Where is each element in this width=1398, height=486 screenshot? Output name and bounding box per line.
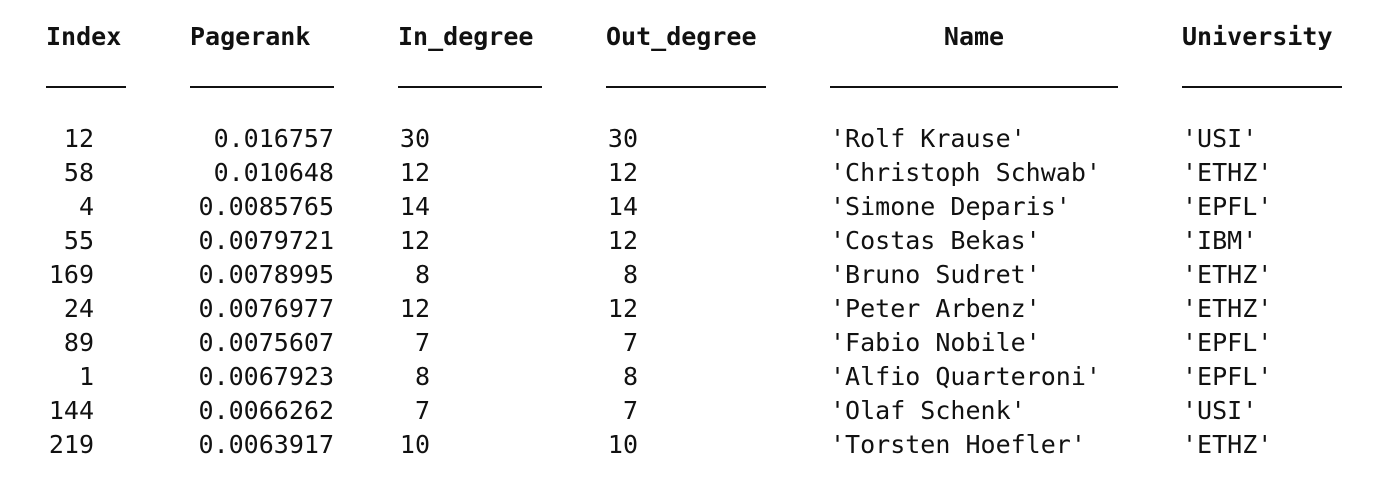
cell-index: 24: [63, 294, 94, 323]
cell-in-degree: 14: [399, 192, 430, 221]
cell-in-degree: 8: [414, 260, 430, 289]
cell-index: 144: [48, 396, 94, 425]
cell-in-degree: 7: [414, 328, 430, 357]
cell-university: 'EPFL': [1182, 192, 1273, 221]
cell-name: 'Peter Arbenz': [830, 294, 1041, 323]
cell-out-degree: 12: [607, 294, 638, 323]
cell-name: 'Rolf Krause': [830, 124, 1026, 153]
cell-out-degree: 12: [607, 158, 638, 187]
cell-name: 'Torsten Hoefler': [830, 430, 1086, 459]
cell-university: 'ETHZ': [1182, 158, 1273, 187]
cell-out-degree: 7: [622, 396, 638, 425]
cell-out-degree: 10: [607, 430, 638, 459]
cell-university: 'ETHZ': [1182, 430, 1273, 459]
cell-pagerank: 0.016757: [213, 124, 334, 153]
cell-index: 1: [78, 362, 94, 391]
cell-name: 'Olaf Schenk': [830, 396, 1026, 425]
header-out-degree: Out_degree: [606, 22, 757, 51]
cell-in-degree: 30: [399, 124, 430, 153]
cell-university: 'ETHZ': [1182, 260, 1273, 289]
header-underline-name: [830, 86, 1118, 88]
cell-pagerank: 0.010648: [213, 158, 334, 187]
cell-in-degree: 7: [414, 396, 430, 425]
cell-name: 'Simone Deparis': [830, 192, 1071, 221]
header-underline-out-degree: [606, 86, 766, 88]
cell-out-degree: 8: [622, 260, 638, 289]
header-underline-pagerank: [190, 86, 334, 88]
cell-pagerank: 0.0076977: [198, 294, 334, 323]
cell-out-degree: 14: [607, 192, 638, 221]
cell-index: 219: [48, 430, 94, 459]
cell-out-degree: 12: [607, 226, 638, 255]
cell-in-degree: 10: [399, 430, 430, 459]
header-underline-university: [1182, 86, 1342, 88]
cell-in-degree: 12: [399, 226, 430, 255]
cell-out-degree: 7: [622, 328, 638, 357]
cell-university: 'EPFL': [1182, 362, 1273, 391]
cell-out-degree: 8: [622, 362, 638, 391]
cell-pagerank: 0.0063917: [198, 430, 334, 459]
cell-name: 'Alfio Quarteroni': [830, 362, 1101, 391]
cell-pagerank: 0.0079721: [198, 226, 334, 255]
cell-pagerank: 0.0075607: [198, 328, 334, 357]
header-underline-index: [46, 86, 126, 88]
cell-index: 169: [48, 260, 94, 289]
cell-in-degree: 12: [399, 158, 430, 187]
header-in-degree: In_degree: [398, 22, 534, 51]
header-university: University: [1182, 22, 1333, 51]
cell-index: 4: [78, 192, 94, 221]
cell-university: 'USI': [1182, 124, 1258, 153]
cell-name: 'Christoph Schwab': [830, 158, 1101, 187]
cell-index: 12: [63, 124, 94, 153]
cell-university: 'USI': [1182, 396, 1258, 425]
cell-in-degree: 12: [399, 294, 430, 323]
cell-out-degree: 30: [607, 124, 638, 153]
cell-name: 'Costas Bekas': [830, 226, 1041, 255]
cell-university: 'EPFL': [1182, 328, 1273, 357]
cell-pagerank: 0.0067923: [198, 362, 334, 391]
cell-pagerank: 0.0066262: [198, 396, 334, 425]
cell-pagerank: 0.0078995: [198, 260, 334, 289]
cell-index: 58: [63, 158, 94, 187]
cell-university: 'IBM': [1182, 226, 1258, 255]
header-underline-in-degree: [398, 86, 542, 88]
cell-index: 89: [63, 328, 94, 357]
cell-index: 55: [63, 226, 94, 255]
cell-name: 'Bruno Sudret': [830, 260, 1041, 289]
cell-pagerank: 0.0085765: [198, 192, 334, 221]
cell-in-degree: 8: [414, 362, 430, 391]
header-name: Name: [943, 22, 1005, 51]
header-index: Index: [46, 22, 122, 51]
cell-name: 'Fabio Nobile': [830, 328, 1041, 357]
header-pagerank: Pagerank: [190, 22, 311, 51]
cell-university: 'ETHZ': [1182, 294, 1273, 323]
